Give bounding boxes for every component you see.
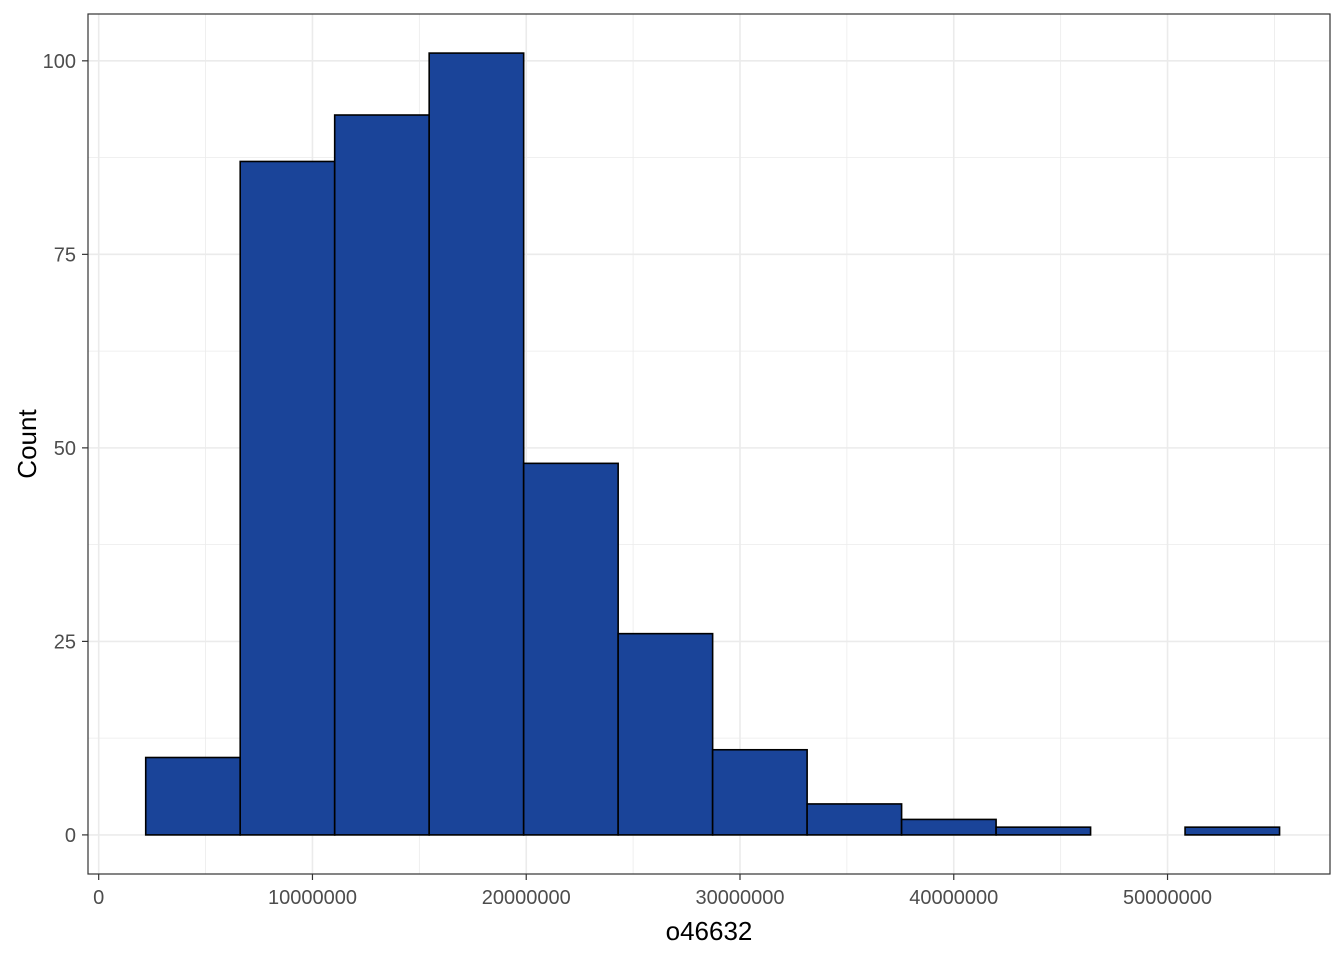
x-tick-label: 20000000 bbox=[482, 887, 571, 909]
x-tick-label: 50000000 bbox=[1123, 887, 1212, 909]
histogram-bar bbox=[806, 803, 903, 836]
x-tick-label: 0 bbox=[93, 887, 104, 909]
histogram-bars bbox=[144, 52, 1281, 836]
y-axis-title: Count bbox=[12, 409, 42, 479]
y-tick-label: 25 bbox=[54, 631, 76, 653]
panel-border bbox=[87, 13, 1331, 875]
histogram-bar bbox=[239, 160, 336, 836]
histogram-bar bbox=[995, 826, 1092, 836]
histogram-bar bbox=[711, 748, 808, 836]
y-tick-label: 100 bbox=[43, 51, 76, 73]
histogram-bar bbox=[428, 52, 525, 836]
x-axis-title: o46632 bbox=[666, 916, 753, 946]
histogram-bar bbox=[144, 756, 242, 836]
histogram-bar bbox=[1184, 826, 1281, 836]
y-axis-ticks: 0 25 50 75 100 bbox=[43, 51, 88, 847]
x-axis-ticks: 0 10000000 20000000 30000000 40000000 5000000… bbox=[93, 874, 1212, 909]
histogram-bar bbox=[522, 462, 619, 836]
x-tick-label: 30000000 bbox=[696, 887, 785, 909]
x-tick-label: 10000000 bbox=[268, 887, 357, 909]
histogram-bar bbox=[617, 632, 714, 836]
histogram-bar bbox=[900, 818, 997, 836]
y-tick-label: 0 bbox=[65, 825, 76, 847]
x-tick-label: 40000000 bbox=[909, 887, 998, 909]
histogram-bar bbox=[333, 114, 430, 836]
y-tick-label: 50 bbox=[54, 438, 76, 460]
y-tick-label: 75 bbox=[54, 244, 76, 266]
